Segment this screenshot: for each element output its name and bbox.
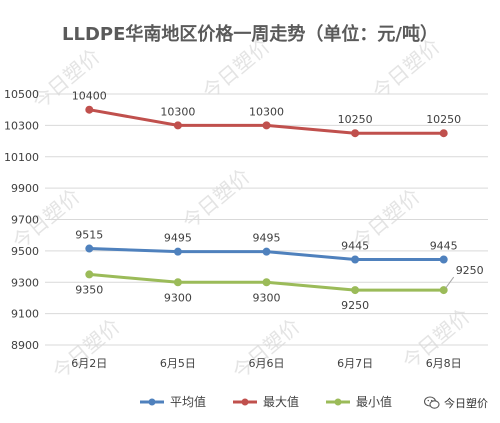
legend-label-max: 最大值 <box>263 394 299 409</box>
data-label-avg: 9515 <box>75 229 103 242</box>
chart-title: LLDPE华南地区价格一周走势（单位：元/吨） <box>62 23 438 45</box>
x-tick-label: 6月6日 <box>249 357 285 370</box>
x-tick-label: 6月8日 <box>426 357 462 370</box>
watermark-text: 今日塑价 <box>48 314 125 384</box>
y-tick-label: 10300 <box>4 119 39 132</box>
data-point-min <box>173 278 182 287</box>
legend-marker-max <box>241 398 249 406</box>
data-point-max <box>262 121 271 130</box>
gridlines <box>45 93 488 346</box>
data-point-avg <box>173 247 182 256</box>
data-point-avg <box>85 244 94 253</box>
data-label-avg: 9495 <box>253 232 281 245</box>
watermark-text: 今日塑价 <box>28 44 105 114</box>
data-label-min: 9300 <box>253 291 281 304</box>
y-tick-label: 9900 <box>11 182 39 195</box>
data-label-max: 10250 <box>338 113 373 126</box>
data-label-max: 10300 <box>160 105 195 118</box>
y-tick-label: 9700 <box>11 214 39 227</box>
brand-label: 今日塑价 <box>444 397 488 410</box>
data-label-avg: 9445 <box>430 240 458 253</box>
data-labels: 9515 9495 9495 9445 9445 10400 10300 10300 10250… <box>72 90 484 312</box>
x-tick-label: 6月5日 <box>160 357 196 370</box>
data-point-min <box>85 270 94 279</box>
legend-label-min: 最小值 <box>356 394 392 409</box>
x-axis-ticks: 6月2日 6月5日 6月6日 6月7日 6月8日 <box>71 357 461 370</box>
series-layer <box>85 105 448 295</box>
legend-marker-min <box>334 398 342 406</box>
y-tick-label: 10100 <box>4 151 39 164</box>
y-tick-label: 8900 <box>11 339 39 352</box>
x-tick-label: 6月2日 <box>71 357 107 370</box>
x-tick-label: 6月7日 <box>337 357 373 370</box>
wechat-icon <box>424 396 440 409</box>
data-label-min: 9250 <box>456 264 484 277</box>
data-point-max <box>351 129 360 138</box>
data-label-max: 10300 <box>249 105 284 118</box>
data-point-min <box>351 286 360 295</box>
data-label-max: 10250 <box>426 113 461 126</box>
legend-label-avg: 平均值 <box>170 394 206 409</box>
y-tick-label: 9500 <box>11 245 39 258</box>
legend: 平均值 最大值 最小值 <box>140 394 392 409</box>
brand-badge: 今日塑价 <box>424 395 488 411</box>
data-point-min <box>439 286 448 295</box>
data-point-avg <box>262 247 271 256</box>
data-label-max: 10400 <box>72 90 107 103</box>
y-tick-label: 9300 <box>11 276 39 289</box>
watermark-text: 今日塑价 <box>228 314 305 384</box>
data-point-min <box>262 278 271 287</box>
y-tick-label: 10500 <box>4 88 39 101</box>
legend-marker-avg <box>148 398 156 406</box>
watermark-text: 今日塑价 <box>178 164 255 234</box>
data-label-min: 9250 <box>341 299 369 312</box>
data-label-avg: 9445 <box>341 240 369 253</box>
data-point-max <box>173 121 182 130</box>
data-label-avg: 9495 <box>164 232 192 245</box>
callout-leader <box>445 276 455 289</box>
data-point-avg <box>439 255 448 264</box>
y-tick-label: 9100 <box>11 308 39 321</box>
data-point-max <box>85 105 94 114</box>
data-point-max <box>439 129 448 138</box>
data-point-avg <box>351 255 360 264</box>
y-axis-ticks: 8900 9100 9300 9500 9700 9900 10100 10300 10500 <box>4 88 39 352</box>
data-label-min: 9350 <box>75 283 103 296</box>
data-label-min: 9300 <box>164 291 192 304</box>
